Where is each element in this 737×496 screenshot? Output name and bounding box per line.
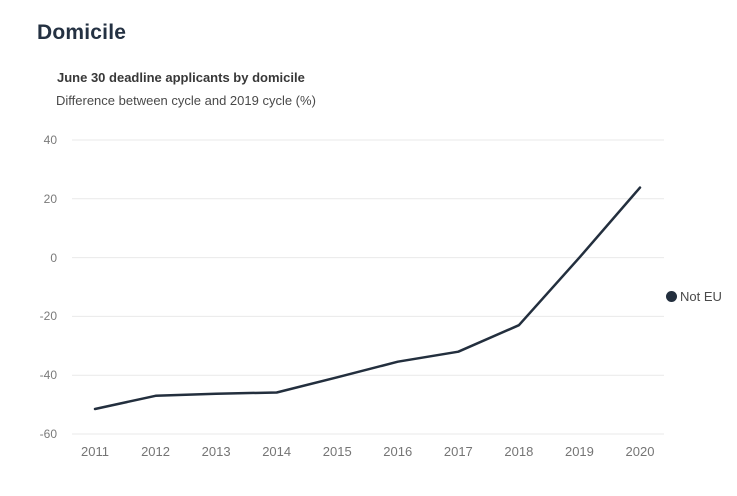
x-axis-tick-label: 2015 — [322, 444, 352, 459]
y-axis-tick-label: -40 — [39, 368, 57, 383]
chart-subtitle: Difference between cycle and 2019 cycle … — [56, 93, 316, 108]
x-axis-tick-label: 2014 — [262, 444, 292, 459]
chart-title: June 30 deadline applicants by domicile — [57, 70, 305, 85]
x-axis-tick-label: 2012 — [141, 444, 170, 459]
x-axis-tick-label: 2018 — [504, 444, 534, 459]
page-title: Domicile — [37, 21, 127, 44]
x-axis-tick-label: 2011 — [81, 444, 109, 459]
y-axis-tick-label: 40 — [43, 133, 57, 147]
x-axis-tick-label: 2020 — [625, 444, 655, 459]
line-series-not-eu — [93, 186, 642, 411]
x-axis-tick-label: 2019 — [564, 444, 594, 459]
legend-label: Not EU — [680, 289, 722, 304]
x-axis-tick-label: 2017 — [443, 444, 473, 459]
legend: Not EU — [666, 289, 722, 304]
x-axis-tick-label: 2013 — [201, 444, 231, 459]
y-axis-tick-label: -20 — [39, 309, 57, 324]
y-axis-tick-label: -60 — [39, 427, 57, 441]
x-axis-tick-label: 2016 — [383, 444, 413, 459]
y-axis-tick-label: 0 — [50, 250, 57, 265]
y-axis-tick-label: 20 — [43, 191, 57, 206]
legend-dot-icon — [666, 291, 677, 302]
